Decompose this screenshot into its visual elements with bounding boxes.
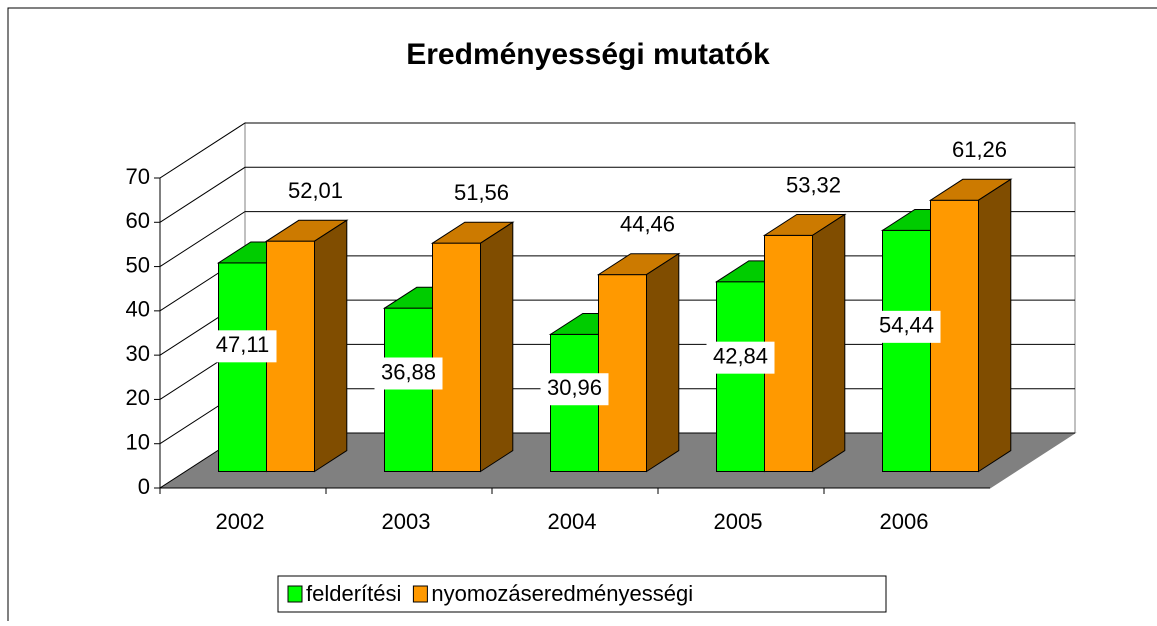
value-label: 36,88 (381, 359, 436, 384)
value-label: 52,01 (288, 178, 343, 203)
value-label: 30,96 (547, 375, 602, 400)
legend: felderítési nyomozáseredményességi (277, 575, 887, 613)
bar-side (480, 221, 514, 473)
value-label: 47,11 (216, 332, 269, 357)
legend-box (277, 575, 887, 613)
bar-front (598, 274, 647, 472)
y-tick-label: 20 (126, 385, 150, 410)
grid-line (159, 122, 1075, 179)
legend-label: felderítési (306, 581, 401, 606)
bar (762, 213, 847, 473)
value-label: 51,56 (454, 180, 509, 205)
value-label: 44,46 (620, 212, 675, 237)
bar-side (314, 219, 348, 473)
y-tick-label: 10 (126, 430, 150, 455)
value-label-box (208, 330, 277, 363)
value-label: 61,26 (952, 137, 1007, 162)
value-label-box (374, 357, 443, 390)
bar-front (716, 281, 765, 472)
value-label-box (540, 373, 609, 406)
y-tick-label: 0 (138, 474, 150, 499)
x-tick-label: 2006 (880, 509, 929, 534)
x-tick-label: 2005 (714, 509, 763, 534)
value-label-box (706, 341, 775, 374)
value-label-box (872, 310, 941, 343)
x-tick-label: 2003 (382, 509, 431, 534)
bar-side (978, 178, 1012, 473)
bar-front (218, 262, 267, 472)
bar (928, 178, 1013, 473)
legend-swatch (287, 585, 303, 603)
y-tick-label: 40 (126, 297, 150, 322)
value-label: 42,84 (713, 343, 768, 368)
legend-label: nyomozáseredményességi (431, 581, 693, 606)
legend-swatch (412, 585, 428, 603)
y-tick-label: 30 (126, 341, 150, 366)
bar-side (646, 252, 680, 473)
x-tick-label: 2004 (548, 509, 597, 534)
grid-line (159, 166, 1075, 223)
grid-line (159, 211, 1075, 267)
y-tick-label: 60 (126, 208, 150, 233)
y-tick-label: 70 (126, 164, 150, 189)
chart-title: Eredményességi mutatók (406, 38, 770, 71)
bar-front (384, 307, 433, 472)
bar (596, 252, 681, 473)
y-tick-label: 50 (126, 252, 150, 277)
value-label: 53,32 (786, 172, 841, 197)
bar-front (432, 242, 481, 472)
x-tick-label: 2002 (216, 509, 265, 534)
value-label: 54,44 (879, 313, 934, 338)
bar-side (812, 213, 846, 473)
bar-front (882, 229, 931, 472)
bar (264, 219, 349, 473)
bar (430, 221, 515, 473)
